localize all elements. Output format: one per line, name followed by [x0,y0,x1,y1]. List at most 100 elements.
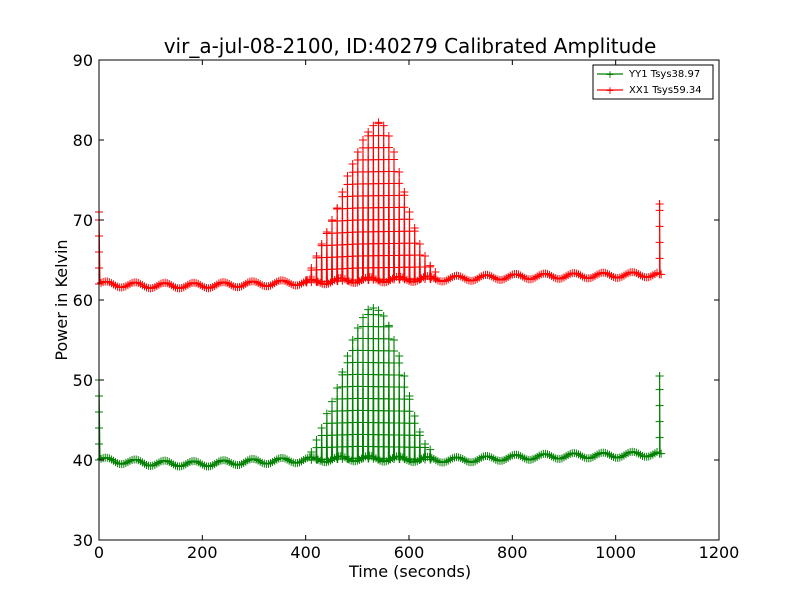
data-point [591,451,599,460]
data-point [241,457,250,466]
data-point [359,274,368,283]
data-point [152,281,161,290]
data-point [644,273,653,282]
y-axis-title: Power in Kelvin [52,239,71,360]
peak-marker [374,119,383,128]
data-point [415,240,424,248]
data-point [601,268,610,277]
data-point [154,280,163,289]
data-point [223,278,232,287]
peak-marker [415,431,424,440]
data-point [518,453,527,462]
data-point [426,445,435,454]
peak-marker [390,155,399,164]
data-point [578,272,587,281]
data-point [458,273,467,282]
data-point [440,277,449,286]
data-point [105,278,114,287]
data-point [268,458,277,467]
x-tick-label: 1000 [595,543,636,562]
edge-marker [655,401,664,410]
peak-marker [431,274,440,283]
data-point [369,274,378,283]
data-point [221,456,230,465]
data-point [301,277,310,286]
data-point [485,452,494,461]
data-point [198,460,207,469]
data-point [264,459,273,468]
data-point [317,424,326,432]
data-point [603,269,612,278]
data-point [549,453,558,462]
data-point [593,270,602,279]
data-point [595,449,604,458]
data-point [615,273,624,282]
data-point [487,272,496,281]
data-point [427,273,436,282]
data-point [632,269,641,278]
data-point [491,274,500,283]
data-point [353,148,362,156]
data-point [254,456,263,465]
peak-marker [379,131,388,140]
data-point [177,284,186,293]
data-point [181,460,190,469]
data-point [312,276,320,285]
data-point [225,457,234,466]
legend-box [592,64,714,100]
data-point [483,270,492,279]
data-point [562,452,571,461]
data-point [376,456,385,465]
peak-marker [426,455,435,464]
legend-yy1-marker: + [605,68,614,81]
data-point [475,454,484,463]
data-point [395,168,404,176]
data-point [374,455,382,464]
data-point [543,269,552,278]
data-point [140,459,149,468]
data-point [194,279,203,288]
data-point [607,452,616,461]
data-point [395,352,404,360]
data-point [512,270,521,279]
data-point [278,454,287,463]
data-point [295,280,304,289]
data-point [169,460,178,469]
y-tick-label: 90 [73,51,93,70]
data-point [109,280,118,289]
data-point [533,272,542,281]
y-tick-label: 50 [73,371,93,390]
data-point [256,457,265,466]
data-point [398,453,407,462]
data-point [97,278,106,287]
data-point [194,458,203,467]
data-point [477,272,486,281]
data-point [210,281,219,290]
data-point [221,278,230,287]
data-point [103,277,112,286]
edge-marker [655,417,664,426]
data-point [473,456,482,465]
data-point [429,454,438,463]
data-point [506,271,515,280]
data-point [617,452,626,461]
data-point [562,272,571,281]
x-tick-label: 600 [394,543,425,562]
data-point [419,453,428,462]
data-point [123,281,132,290]
peak-marker [395,359,404,368]
data-point [312,454,320,463]
edge-marker [655,372,664,380]
data-point [295,458,304,467]
data-point [177,462,186,471]
data-point [622,270,630,279]
data-point [557,454,566,463]
data-point [285,456,294,465]
data-point [111,458,120,467]
x-axis-title: Time (seconds) [348,562,471,581]
data-point [471,275,480,284]
data-point [446,455,455,464]
data-point [498,275,506,284]
data-point [646,272,655,281]
y-tick-label: 30 [73,531,93,550]
